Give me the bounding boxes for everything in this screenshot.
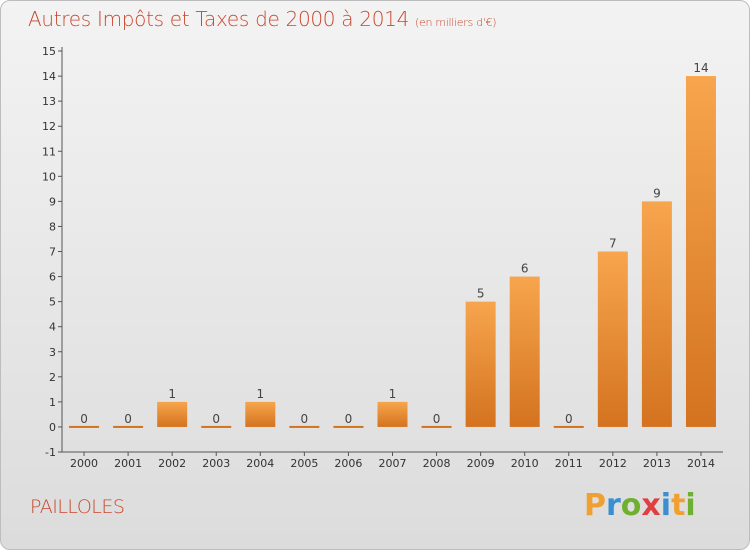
y-tick-label: 13 [42,95,56,108]
bar-value-label: 0 [124,412,132,426]
bar-value-label: 6 [521,262,529,276]
bar [245,401,276,427]
chart-title: Autres Impôts et Taxes de 2000 à 2014 (en… [28,7,496,31]
logo-letter: P [584,488,606,523]
y-tick-label: 15 [42,45,56,58]
bar-value-label: 1 [389,387,397,401]
x-tick-label: 2008 [423,457,451,470]
y-tick-label: 1 [49,396,56,409]
y-tick-label: 10 [42,170,56,183]
x-tick-label: 2004 [246,457,274,470]
proxiti-logo: Proxiti [584,488,696,523]
x-tick-label: 2014 [687,457,715,470]
bar-value-label: 0 [433,412,441,426]
x-tick-label: 2006 [334,457,362,470]
bar [641,201,672,427]
x-tick-label: 2007 [379,457,407,470]
logo-letter: o [620,488,642,523]
title-unit: (en milliers d'€) [415,16,497,29]
x-tick-label: 2010 [511,457,539,470]
logo-letter: x [641,488,661,523]
x-tick-label: 2009 [467,457,495,470]
bar-value-label: 5 [477,287,485,301]
y-tick-label: 3 [49,346,56,359]
bar [421,425,452,428]
bar [509,276,540,427]
y-tick-label: 2 [49,371,56,384]
bar-value-label: 9 [653,186,661,200]
x-tick-label: 2001 [114,457,142,470]
x-tick-label: 2000 [70,457,98,470]
y-tick-label: 0 [49,421,56,434]
place-name: PAILLOLES [30,496,125,518]
bar-value-label: 0 [565,412,573,426]
bar [289,425,320,428]
y-tick-label: 11 [42,145,56,158]
bar [333,425,364,428]
bar-value-label: 1 [256,387,264,401]
bar-value-label: 0 [80,412,88,426]
y-tick-label: 9 [49,195,56,208]
x-tick-label: 2013 [643,457,671,470]
y-tick-label: 5 [49,296,56,309]
y-tick-label: 4 [49,321,56,334]
logo-letter: i [660,488,672,523]
y-tick-label: 8 [49,220,56,233]
x-tick-label: 2005 [290,457,318,470]
x-tick-label: 2012 [599,457,627,470]
y-tick-label: 7 [49,246,56,259]
logo-letter: i [685,488,696,523]
logo-letter: r [606,488,621,523]
y-tick-label: 6 [49,271,56,284]
bar [377,401,408,427]
bar-value-label: 0 [301,412,309,426]
bar [201,425,232,428]
bar [113,425,144,428]
x-tick-label: 2011 [555,457,583,470]
bar [685,76,716,427]
logo-letter: t [671,488,686,523]
bar-value-label: 7 [609,237,617,251]
y-tick-label: -1 [45,446,56,459]
title-text: Autres Impôts et Taxes de 2000 à 2014 [28,7,409,31]
y-tick-label: 14 [42,70,56,83]
bar-value-label: 14 [693,61,708,75]
bar [69,425,100,428]
bar-value-label: 1 [168,387,176,401]
bar [157,401,188,427]
bar-value-label: 0 [212,412,220,426]
bar [597,251,628,427]
bar [465,301,496,427]
bar [553,425,584,428]
bar-value-label: 0 [345,412,353,426]
x-tick-label: 2003 [202,457,230,470]
y-tick-label: 12 [42,120,56,133]
x-tick-label: 2002 [158,457,186,470]
